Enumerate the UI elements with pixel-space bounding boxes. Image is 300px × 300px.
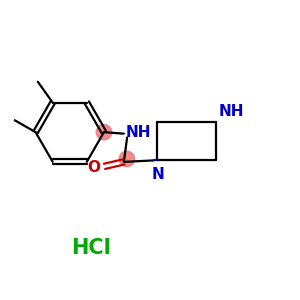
Text: N: N xyxy=(152,167,164,182)
Text: HCl: HCl xyxy=(71,238,110,258)
Circle shape xyxy=(119,151,134,166)
Text: NH: NH xyxy=(218,104,244,119)
Text: NH: NH xyxy=(125,125,151,140)
Text: O: O xyxy=(87,160,100,175)
Circle shape xyxy=(96,124,112,140)
